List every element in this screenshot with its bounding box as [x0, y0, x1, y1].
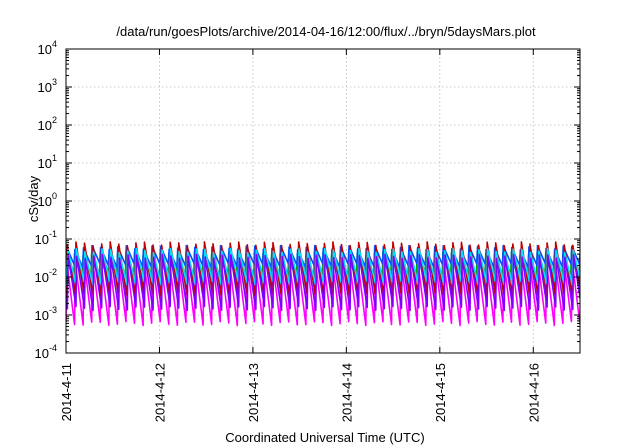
x-tick-label: 2014-4-15 [433, 363, 448, 422]
x-tick-label: 2014-4-12 [152, 363, 167, 422]
chart-title: /data/run/goesPlots/archive/2014-04-16/1… [116, 24, 536, 39]
x-tick-label: 2014-4-14 [339, 363, 354, 422]
y-axis-label: cSv/day [26, 175, 41, 222]
x-tick-label: 2014-4-16 [526, 363, 541, 422]
y-tick-label: 101 [38, 153, 57, 171]
y-axis-ticks: 10-4 10-3 10-2 10-1 100 101 102 103 104 [35, 39, 580, 361]
y-tick-label: 10-1 [35, 229, 57, 247]
y-tick-label: 10-2 [35, 267, 57, 285]
series-line [66, 253, 580, 312]
y-tick-label: 100 [38, 191, 57, 209]
y-tick-label: 10-3 [35, 305, 57, 323]
data-series [66, 241, 580, 327]
y-tick-label: 104 [38, 39, 57, 57]
y-tick-label: 10-4 [35, 343, 57, 361]
x-axis-label: Coordinated Universal Time (UTC) [225, 430, 424, 445]
x-axis-ticks: 2014-4-11 2014-4-12 2014-4-13 2014-4-14 2014… [59, 49, 541, 422]
y-tick-label: 103 [38, 77, 57, 95]
x-tick-label: 2014-4-13 [246, 363, 261, 422]
x-tick-label: 2014-4-11 [59, 363, 74, 421]
y-tick-label: 102 [38, 115, 57, 133]
